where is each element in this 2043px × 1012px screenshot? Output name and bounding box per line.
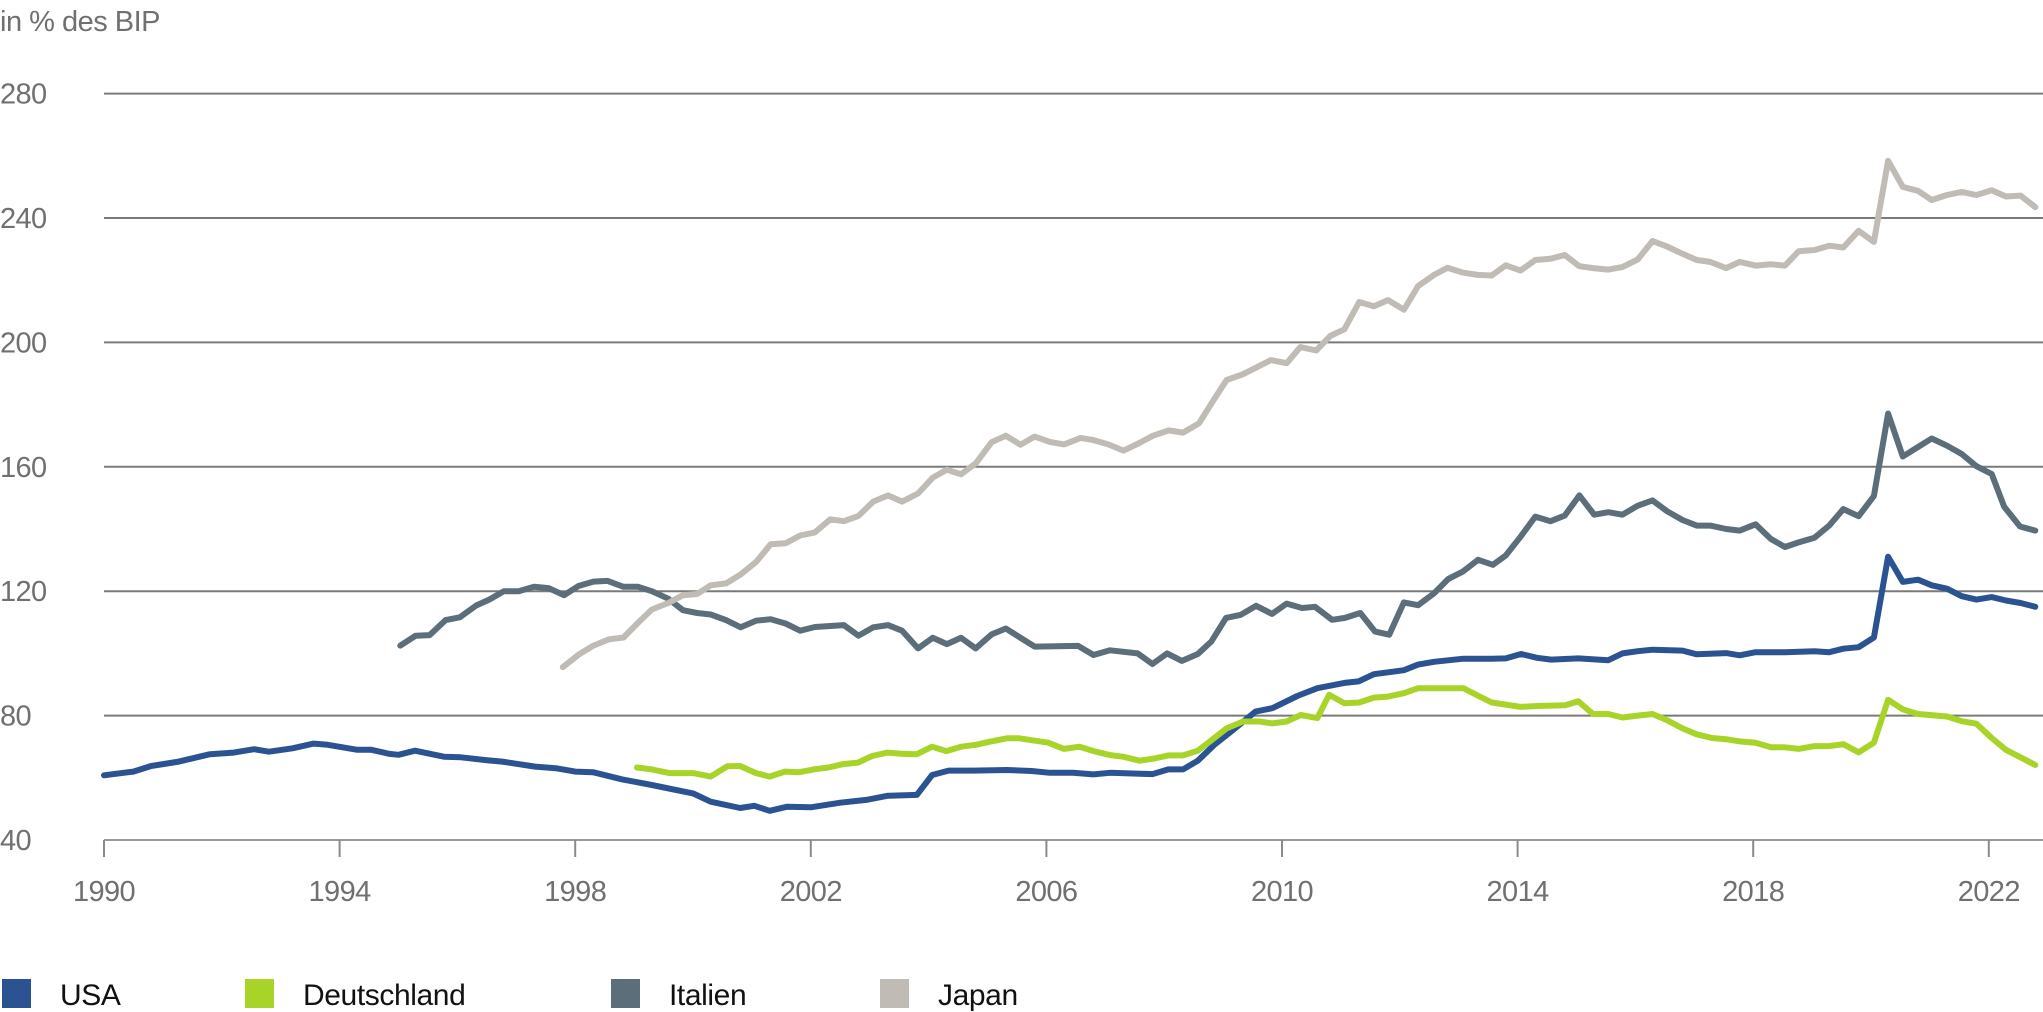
x-tick-label: 1994: [309, 876, 372, 908]
y-tick-label: 80: [0, 701, 31, 733]
y-tick-label: 200: [0, 327, 47, 359]
y-axis-ticks: 40 80 120 160 200 240 280: [0, 79, 47, 857]
x-tick-label: 2018: [1722, 876, 1784, 908]
x-tick-label: 2014: [1487, 876, 1550, 908]
legend-item-deutschland: Deutschland: [245, 979, 466, 1012]
series-lines: [101, 157, 2039, 814]
gridlines: [104, 92, 2043, 841]
series-line-usa: [101, 553, 2039, 814]
y-tick-label: 160: [0, 452, 47, 484]
x-tick-label: 2022: [1958, 876, 2020, 908]
y-axis-label: in % des BIP: [0, 6, 160, 38]
y-tick-label: 240: [0, 203, 47, 235]
legend-label: USA: [60, 979, 121, 1012]
x-axis-ticks: 1990 1994 1998 2002 2006 2010 2014 2018 2022: [73, 840, 2020, 908]
legend-label: Japan: [938, 979, 1018, 1012]
x-tick-label: 1998: [544, 876, 606, 908]
legend-label: Italien: [669, 979, 746, 1012]
x-tick-label: 1990: [73, 876, 135, 908]
y-tick-label: 120: [0, 576, 47, 608]
legend-item-usa: USA: [2, 979, 121, 1012]
series-line-italien: [397, 410, 2039, 667]
legend-label: Deutschland: [303, 979, 465, 1012]
legend-swatch: [245, 979, 274, 1008]
legend-swatch: [611, 979, 640, 1008]
legend-swatch: [2, 979, 31, 1008]
legend: USA Deutschland Italien Japan: [2, 979, 1018, 1012]
series-line-japan: [559, 157, 2039, 671]
y-tick-label: 40: [0, 825, 31, 857]
legend-swatch: [880, 979, 909, 1008]
legend-item-japan: Japan: [880, 979, 1018, 1012]
x-tick-label: 2002: [780, 876, 842, 908]
y-tick-label: 280: [0, 79, 47, 111]
legend-item-italien: Italien: [611, 979, 747, 1012]
x-tick-label: 2010: [1251, 876, 1313, 908]
series-line-deutschland: [634, 685, 2039, 780]
x-tick-label: 2006: [1015, 876, 1077, 908]
